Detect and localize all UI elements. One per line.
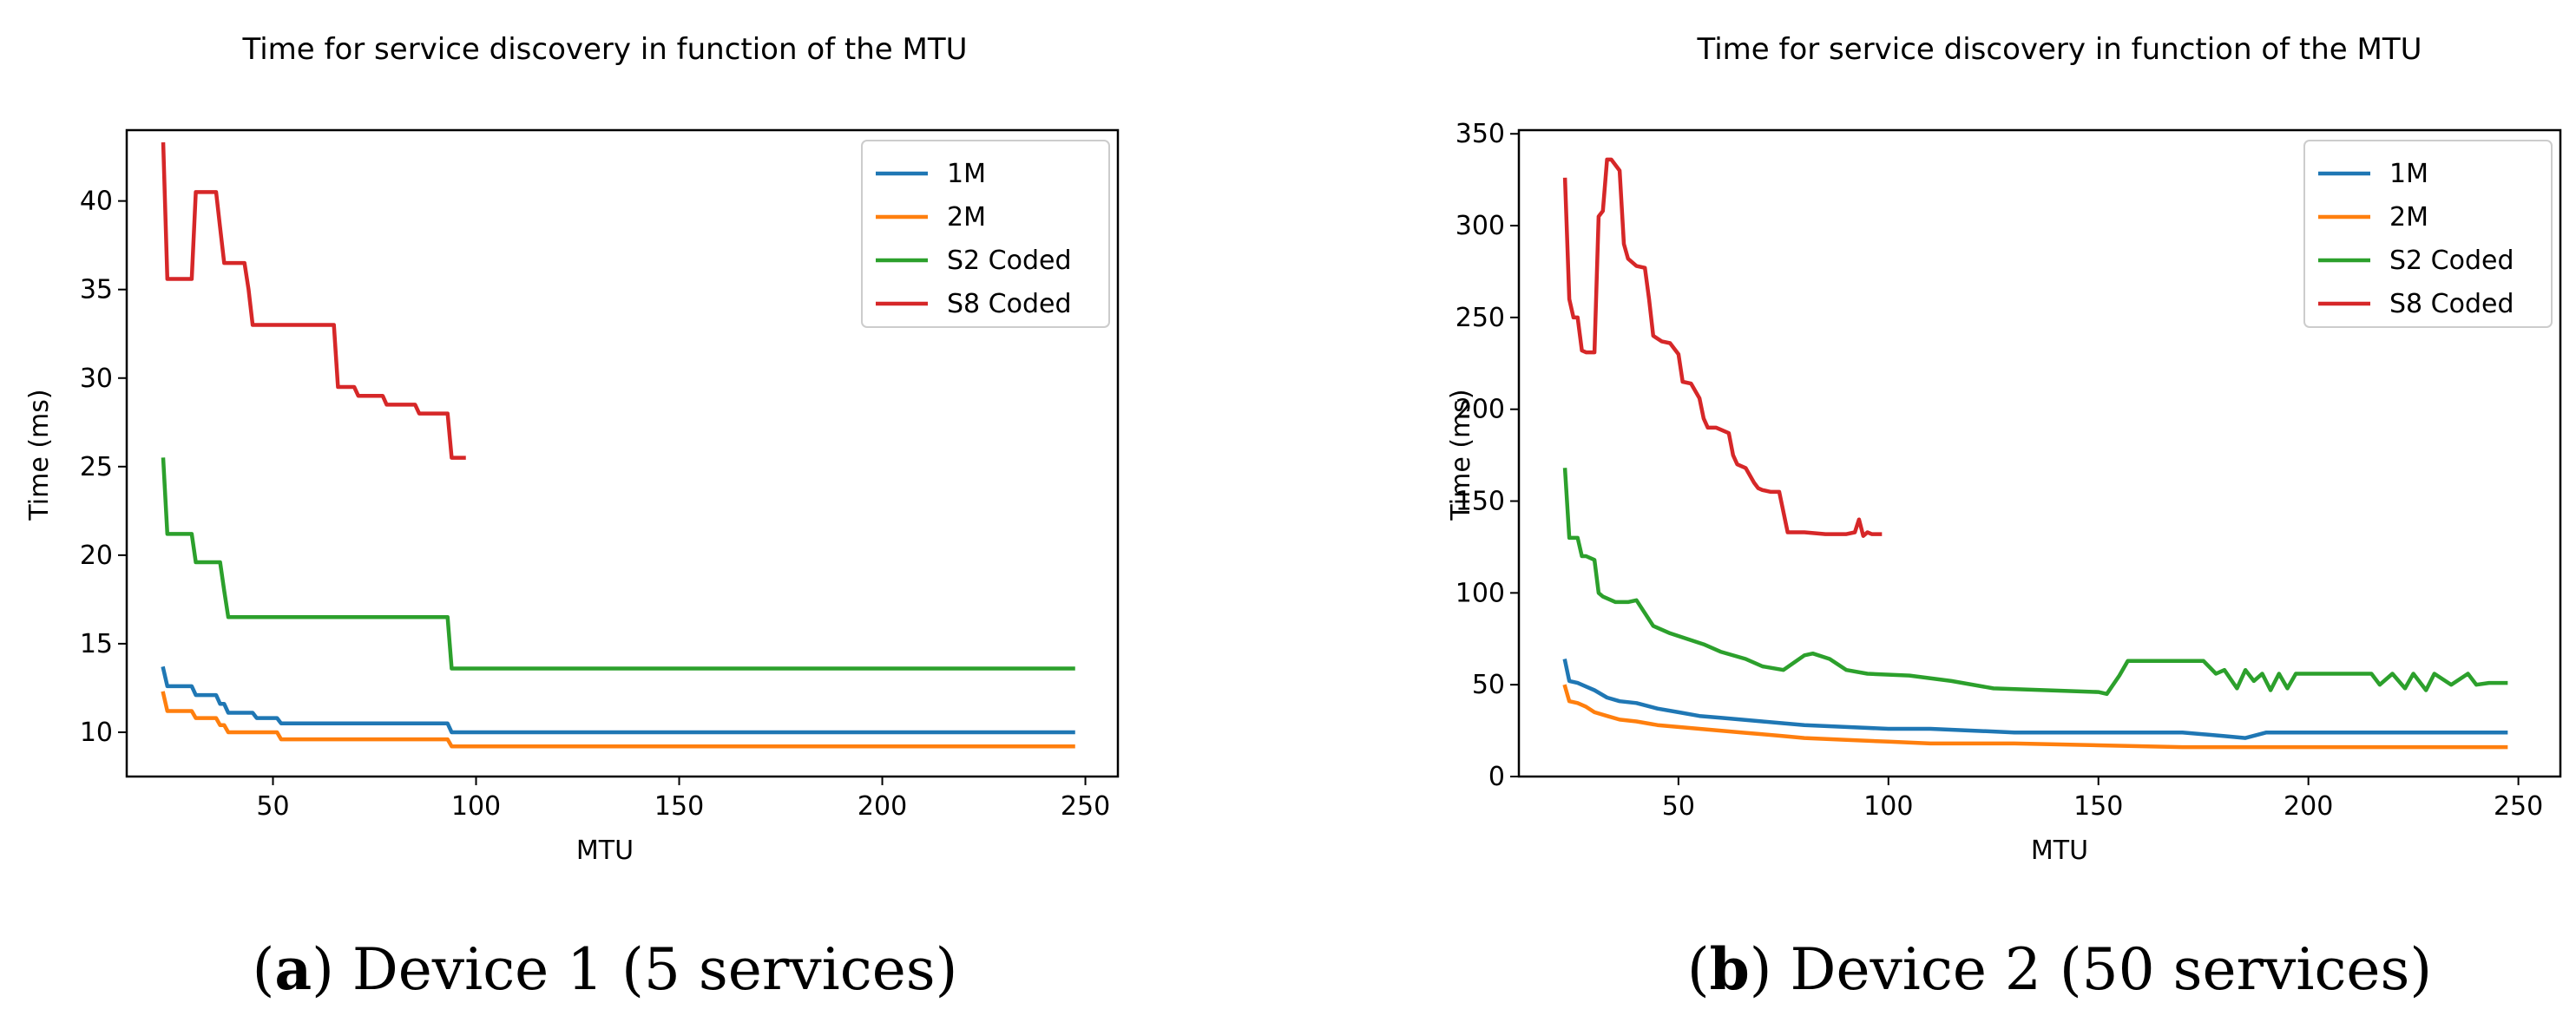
- chart-b-xtick-label: 200: [2284, 791, 2333, 822]
- chart-a-series-s2-coded-line: [161, 457, 1075, 671]
- chart-b-caption: (b) Device 2 (50 services): [1687, 935, 2432, 1003]
- chart-a-plot-area: 50 100 150 200 250 10 15 20 25 30 35 40 1M 2M S2 Coded…: [80, 128, 1120, 822]
- chart-b-ytick-label: 300: [1456, 211, 1505, 241]
- chart-panel-b: Time for service discovery in function o…: [1446, 32, 2562, 1003]
- chart-b-axes-frame: [1517, 128, 2562, 778]
- chart-b-legend: 1M 2M S2 Coded S8 Coded: [2303, 140, 2553, 328]
- chart-a-series-2m-line: [161, 691, 1075, 749]
- chart-b-ytick-label: 50: [1472, 670, 1505, 700]
- chart-b-series-s8-coded-line: [1562, 157, 1883, 538]
- chart-a-title: Time for service discovery in function o…: [241, 32, 967, 67]
- chart-b-legend-label: 1M: [2389, 159, 2428, 189]
- chart-b-series-s2-coded-line: [1562, 468, 2508, 697]
- chart-a-ytick-label: 15: [80, 629, 113, 659]
- chart-a-ylabel: Time (ms): [24, 389, 55, 521]
- chart-b-series-1m-line: [1562, 659, 2508, 740]
- chart-b-legend-label: S2 Coded: [2389, 246, 2514, 276]
- chart-panel-a: Time for service discovery in function o…: [24, 32, 1120, 1003]
- chart-b-series-2m-line: [1562, 684, 2508, 750]
- chart-b-ytick-label: 250: [1456, 303, 1505, 333]
- chart-b-title: Time for service discovery in function o…: [1696, 32, 2422, 67]
- chart-b-ytick-label: 100: [1456, 578, 1505, 608]
- chart-a-ytick-label: 40: [80, 187, 113, 217]
- chart-a-axes-frame: [125, 128, 1120, 778]
- chart-a-legend-label: 2M: [947, 202, 986, 233]
- chart-a-ytick-label: 10: [80, 718, 113, 748]
- chart-a-ytick-label: 20: [80, 541, 113, 571]
- chart-a-xtick-label: 200: [858, 791, 907, 822]
- chart-b-ytick-label: 350: [1456, 119, 1505, 149]
- chart-b-legend-label: 2M: [2389, 202, 2428, 233]
- chart-b-xtick-label: 250: [2494, 791, 2543, 822]
- chart-b-xtick-label: 50: [1662, 791, 1695, 822]
- chart-b-legend-label: S8 Coded: [2389, 289, 2514, 319]
- chart-a-xtick-label: 100: [451, 791, 501, 822]
- chart-b-ytick-label: 200: [1456, 395, 1505, 425]
- chart-a-ytick-label: 25: [80, 452, 113, 482]
- chart-b-ytick-label: 0: [1488, 762, 1505, 792]
- chart-a-series-1m-line: [161, 665, 1075, 735]
- chart-a-caption: (a) Device 1 (5 services): [253, 935, 958, 1003]
- chart-a-caption-letter: a: [274, 935, 312, 1003]
- chart-a-ytick-label: 35: [80, 275, 113, 305]
- chart-b-plot-area: 50 100 150 200 250 0 50 100 150 200 250 300 350 1M 2M S…: [1456, 119, 2562, 822]
- chart-a-xtick-label: 250: [1061, 791, 1110, 822]
- chart-a-caption-text: Device 1 (5 services): [334, 936, 958, 1003]
- chart-b-ytick-label: 150: [1456, 487, 1505, 517]
- chart-a-legend-label: 1M: [947, 159, 986, 189]
- chart-b-xtick-label: 150: [2073, 791, 2123, 822]
- chart-a-ytick-label: 30: [80, 364, 113, 394]
- chart-b-caption-letter: b: [1710, 935, 1750, 1003]
- chart-b-xlabel: MTU: [2031, 836, 2088, 866]
- chart-a-series-s8-coded-line: [161, 141, 466, 460]
- chart-b-ylabel: Time (ms): [1446, 389, 1476, 521]
- chart-a-xtick-label: 150: [654, 791, 704, 822]
- chart-b-xtick-label: 100: [1863, 791, 1913, 822]
- chart-a-legend: 1M 2M S2 Coded S8 Coded: [861, 140, 1110, 328]
- chart-a-legend-label: S8 Coded: [947, 289, 1072, 319]
- chart-a-xtick-label: 50: [256, 791, 289, 822]
- chart-a-xlabel: MTU: [576, 836, 634, 866]
- chart-b-caption-text: Device 2 (50 services): [1772, 936, 2433, 1003]
- chart-a-legend-label: S2 Coded: [947, 246, 1072, 276]
